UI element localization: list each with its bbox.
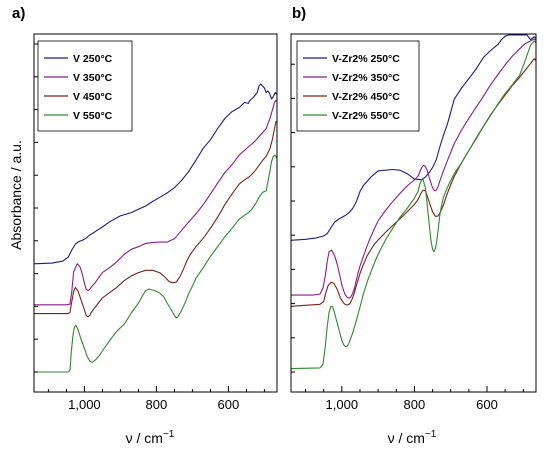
panel-b-label: b) xyxy=(292,5,306,22)
panel-a-ticks: 1,000 800 600 xyxy=(34,43,265,412)
legend-entry: V 250°C xyxy=(73,53,113,65)
series-line-a-3 xyxy=(34,120,278,318)
x-tick-label: 600 xyxy=(476,397,498,412)
chart-panel-a: a) 1,000 800 600 V 250°C V 350°C V 450°C V 55… xyxy=(12,5,278,446)
x-tick-label: 1,000 xyxy=(326,397,359,412)
x-tick-label: 1,000 xyxy=(68,397,101,412)
panel-b-legend: V-Zr2% 250°C V-Zr2% 350°C V-Zr2% 450°C V-Zr… xyxy=(296,40,420,132)
series-line-b-2 xyxy=(291,38,537,299)
legend-box xyxy=(296,40,420,132)
series-line-a-2 xyxy=(34,99,278,306)
panel-b-x-axis-label: ν / cm−1 xyxy=(388,429,437,446)
x-tick-label: 800 xyxy=(404,397,426,412)
legend-entry: V 450°C xyxy=(73,91,113,103)
panel-a-legend: V 250°C V 350°C V 450°C V 550°C xyxy=(37,40,133,132)
panel-a-frame xyxy=(33,33,278,393)
legend-entry: V-Zr2% 450°C xyxy=(332,91,400,103)
series-line-b-1 xyxy=(290,34,537,241)
legend-entry: V-Zr2% 350°C xyxy=(332,72,400,84)
chart-panel-b: b) 1,000 800 600 V-Zr2% 250°CV-Zr2% 350°CV… xyxy=(290,5,537,446)
panel-b-ticks: 1,000 800 600 xyxy=(291,63,524,412)
legend-entry: V 550°C xyxy=(73,110,113,122)
x-tick-label: 800 xyxy=(146,397,168,412)
series-line-a-1 xyxy=(33,83,278,265)
panel-b-series-group xyxy=(290,34,537,370)
legend-entry: V-Zr2% 550°C xyxy=(332,110,400,122)
y-axis-label: Absorbance / a.u. xyxy=(8,140,24,250)
panel-a-x-axis-label: ν / cm−1 xyxy=(126,429,175,446)
series-line-b-4 xyxy=(290,40,537,370)
legend-entry: V 350°C xyxy=(73,72,113,84)
series-line-a-4 xyxy=(34,154,278,373)
panel-b-frame xyxy=(290,33,537,393)
x-tick-label: 600 xyxy=(218,397,240,412)
panel-a-series-group xyxy=(33,83,278,373)
panel-a-label: a) xyxy=(12,5,25,22)
legend-entry: V-Zr2% 250°C xyxy=(332,53,400,65)
legend-box xyxy=(37,40,133,132)
